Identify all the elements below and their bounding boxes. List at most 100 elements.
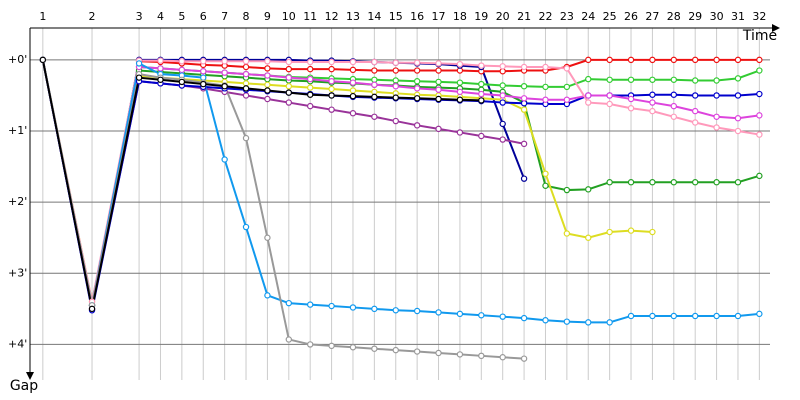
data-point bbox=[670, 113, 678, 120]
data-point bbox=[264, 87, 271, 94]
y-tick-label: +0' bbox=[8, 53, 27, 66]
data-point bbox=[691, 119, 699, 126]
data-point bbox=[413, 348, 421, 355]
data-point bbox=[328, 106, 335, 113]
data-point bbox=[392, 117, 399, 125]
data-point bbox=[734, 56, 742, 64]
data-point bbox=[392, 67, 399, 74]
data-point bbox=[563, 83, 571, 91]
x-tick-label: 12 bbox=[325, 10, 339, 23]
series-line bbox=[41, 59, 760, 306]
data-point bbox=[691, 107, 699, 115]
data-point bbox=[371, 58, 378, 66]
data-point bbox=[756, 56, 763, 64]
data-point bbox=[242, 223, 250, 231]
data-point bbox=[627, 56, 635, 64]
plot bbox=[39, 56, 763, 362]
data-point bbox=[713, 77, 720, 84]
data-point bbox=[88, 305, 96, 313]
data-point bbox=[456, 351, 464, 358]
data-point bbox=[435, 60, 442, 67]
data-point bbox=[499, 63, 506, 70]
data-point bbox=[734, 115, 742, 122]
data-point bbox=[157, 65, 164, 72]
x-tick-label: 20 bbox=[496, 10, 510, 23]
data-point bbox=[328, 92, 335, 99]
data-point bbox=[285, 336, 293, 343]
data-point bbox=[606, 92, 613, 99]
x-tick-label: 26 bbox=[624, 10, 638, 23]
data-point bbox=[413, 307, 421, 315]
data-point bbox=[734, 127, 742, 135]
x-tick-label: 21 bbox=[517, 10, 531, 23]
x-tick-label: 27 bbox=[645, 10, 659, 23]
y-axis-arrow bbox=[26, 372, 34, 380]
data-point bbox=[499, 92, 506, 99]
data-point bbox=[713, 312, 720, 320]
data-point bbox=[242, 134, 250, 142]
data-point bbox=[221, 58, 228, 65]
x-tick-label: 18 bbox=[453, 10, 467, 23]
x-tick-label: 29 bbox=[688, 10, 702, 23]
data-point bbox=[520, 63, 528, 71]
data-point bbox=[306, 301, 314, 308]
data-point bbox=[649, 91, 656, 98]
x-tick-label: 6 bbox=[200, 10, 207, 23]
data-point bbox=[649, 107, 656, 115]
data-point bbox=[371, 305, 378, 313]
data-point bbox=[499, 99, 506, 106]
data-point bbox=[713, 179, 720, 186]
data-point bbox=[585, 319, 592, 326]
x-tick-label: 7 bbox=[221, 10, 228, 23]
data-point bbox=[135, 74, 143, 81]
data-point bbox=[713, 92, 720, 99]
data-point bbox=[756, 67, 763, 74]
data-point bbox=[221, 69, 228, 76]
data-point bbox=[413, 122, 421, 129]
data-point bbox=[435, 125, 442, 133]
x-tick-label: 16 bbox=[410, 10, 424, 23]
data-point bbox=[627, 312, 635, 320]
data-point bbox=[456, 129, 464, 136]
data-point bbox=[328, 58, 335, 66]
data-point bbox=[606, 319, 613, 326]
series-line bbox=[41, 59, 760, 306]
x-tick-label: 3 bbox=[136, 10, 143, 23]
data-point bbox=[371, 93, 378, 101]
data-point bbox=[328, 85, 335, 93]
data-point bbox=[349, 92, 357, 100]
data-point bbox=[371, 345, 378, 352]
data-point bbox=[627, 227, 635, 234]
data-point bbox=[285, 58, 293, 66]
data-point bbox=[200, 58, 207, 65]
data-point bbox=[413, 67, 421, 74]
data-point bbox=[734, 179, 742, 186]
data-point bbox=[478, 90, 485, 98]
data-point bbox=[563, 65, 571, 72]
x-tick-label: 11 bbox=[303, 10, 317, 23]
data-point bbox=[478, 97, 485, 104]
data-point bbox=[478, 312, 485, 319]
data-point bbox=[713, 113, 720, 120]
y-tick-label: +4' bbox=[8, 337, 27, 350]
x-tick-label: 8 bbox=[243, 10, 250, 23]
x-tick-label: 31 bbox=[731, 10, 745, 23]
x-tick-label: 14 bbox=[367, 10, 381, 23]
data-point bbox=[349, 79, 357, 86]
data-point bbox=[264, 234, 271, 241]
data-point bbox=[606, 100, 613, 108]
data-point bbox=[349, 66, 357, 74]
x-tick-label: 30 bbox=[710, 10, 724, 23]
data-point bbox=[435, 349, 442, 357]
data-point bbox=[200, 68, 207, 75]
data-point bbox=[285, 99, 293, 106]
data-point bbox=[221, 82, 228, 90]
data-point bbox=[734, 75, 742, 82]
x-tick-label: 4 bbox=[157, 10, 164, 23]
data-point bbox=[392, 94, 399, 101]
data-point bbox=[691, 92, 699, 99]
data-point bbox=[478, 352, 485, 360]
data-point bbox=[478, 62, 485, 69]
data-point bbox=[264, 95, 271, 103]
data-point bbox=[264, 81, 271, 88]
